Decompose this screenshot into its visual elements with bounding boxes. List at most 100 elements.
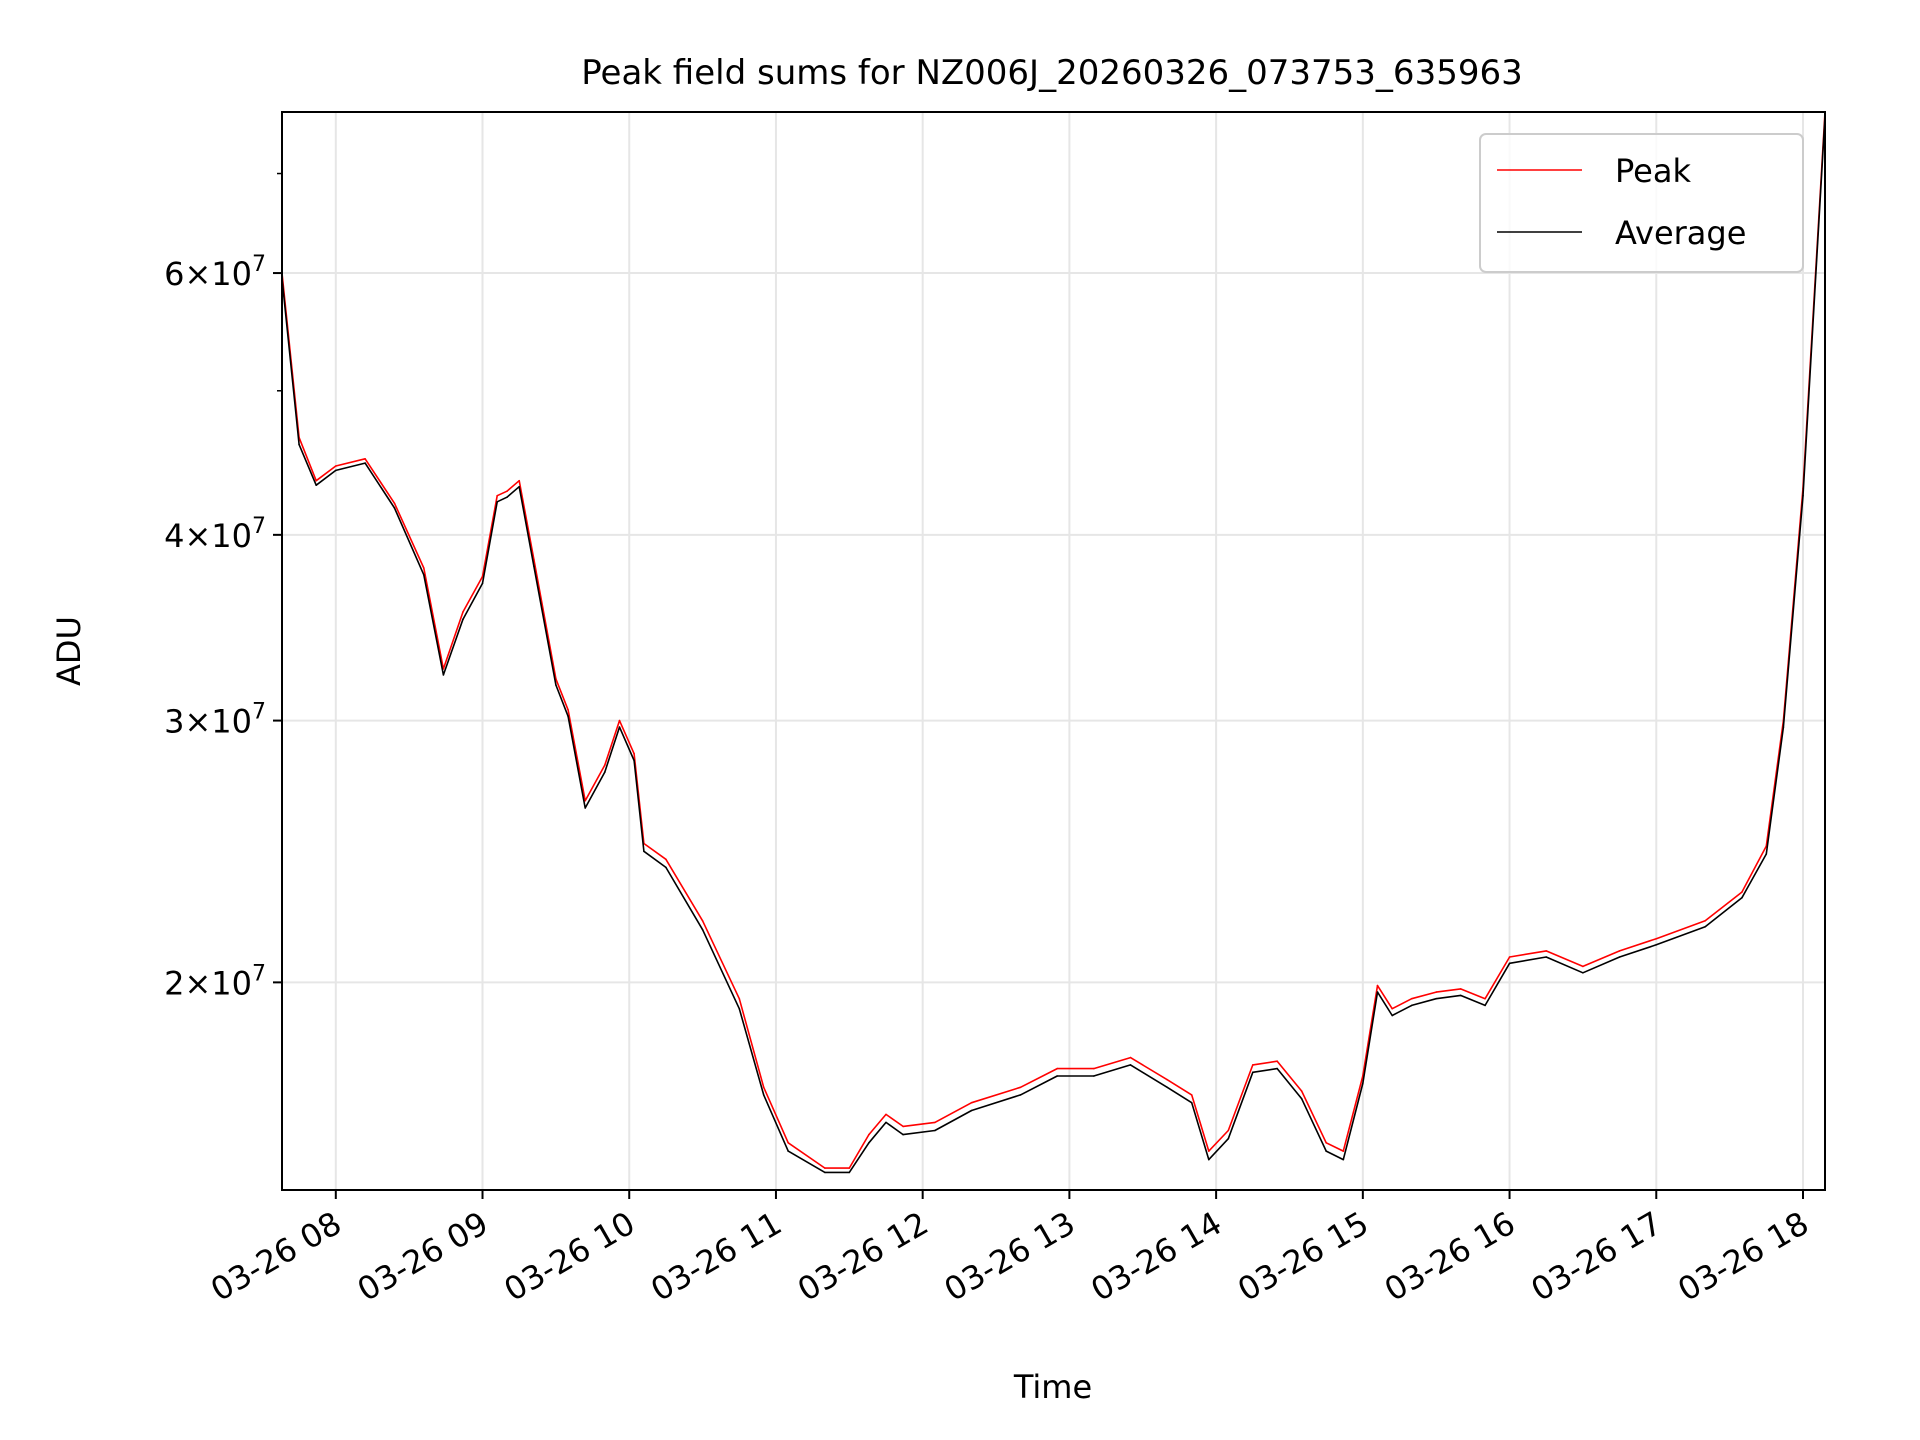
data-point-average (1190, 1101, 1193, 1104)
data-point-average (1435, 997, 1437, 1000)
data-point-peak (1741, 891, 1743, 893)
data-point-average (462, 618, 464, 620)
data-point-average (1325, 1150, 1327, 1152)
data-point-peak (1545, 950, 1547, 952)
data-point-average (1582, 972, 1584, 974)
data-point-average (481, 582, 484, 585)
data-point-peak (1208, 1150, 1210, 1152)
y-tick-label: 3×107 (164, 700, 266, 741)
data-point-average (506, 496, 508, 499)
data-point-peak (848, 1167, 851, 1169)
data-point-peak (970, 1101, 973, 1104)
data-point-peak (604, 764, 606, 766)
data-point-peak (1300, 1090, 1303, 1092)
series-line-peak (281, 111, 1826, 1169)
data-point-peak (584, 799, 586, 802)
data-point-average (633, 759, 635, 762)
data-point-peak (1391, 1007, 1393, 1010)
data-point-average (1362, 1082, 1364, 1085)
data-point-average (1129, 1064, 1132, 1066)
data-point-average (934, 1129, 936, 1132)
data-point-average (1802, 494, 1804, 497)
data-point-average (1459, 994, 1462, 997)
data-point-peak (1129, 1056, 1132, 1059)
data-point-average (1741, 897, 1743, 899)
data-point-average (1093, 1075, 1095, 1077)
data-point-average (868, 1142, 870, 1144)
data-point-average (1342, 1158, 1345, 1161)
y-axis-label: ADU (50, 616, 88, 686)
data-point-average (1704, 925, 1706, 928)
data-point-average (604, 771, 606, 773)
data-point-average (1252, 1071, 1254, 1074)
x-axis-label: Time (1013, 1368, 1092, 1406)
data-point-peak (1227, 1129, 1230, 1132)
plot-frame (281, 111, 1826, 1191)
data-point-average (533, 565, 535, 568)
data-point-average (1019, 1094, 1022, 1096)
data-point-average (902, 1133, 904, 1136)
data-point-average (1056, 1075, 1058, 1077)
data-point-peak (1459, 988, 1462, 990)
series-layer (281, 111, 1826, 1174)
legend-average-label: Average (1615, 214, 1746, 252)
data-point-peak (1190, 1094, 1193, 1096)
data-point-average (738, 1007, 741, 1010)
data-point-peak (902, 1125, 904, 1128)
data-point-average (1410, 1004, 1413, 1007)
data-point-peak (1276, 1060, 1278, 1062)
data-point-average (885, 1121, 887, 1124)
data-point-peak (1056, 1067, 1058, 1070)
data-point-average (1276, 1067, 1278, 1070)
data-point-peak (885, 1113, 887, 1116)
data-point-average (1300, 1098, 1303, 1100)
data-point-average (364, 462, 366, 464)
data-point-average (1227, 1137, 1230, 1140)
data-point-average (423, 574, 425, 576)
data-point-peak (787, 1142, 789, 1144)
data-point-peak (1325, 1142, 1327, 1144)
data-point-average (1208, 1158, 1210, 1161)
data-point-peak (423, 567, 425, 569)
chart-title: Peak field sums for NZ006J_20260326_0737… (581, 53, 1522, 93)
data-point-peak (518, 479, 520, 482)
data-point-peak (868, 1133, 870, 1136)
data-point-average (762, 1094, 765, 1096)
data-point-average (1765, 853, 1768, 855)
series-line-average (281, 116, 1826, 1174)
data-point-average (298, 443, 300, 446)
legend: Peak Average (1479, 133, 1804, 273)
data-point-peak (1582, 965, 1584, 968)
data-point-average (787, 1150, 789, 1152)
data-point-peak (1410, 997, 1413, 1000)
data-point-average (335, 469, 337, 472)
data-point-peak (701, 920, 704, 922)
y-tick-label: 2×107 (164, 961, 266, 1002)
data-point-peak (618, 719, 621, 722)
data-point-average (1376, 991, 1379, 993)
data-point-peak (1093, 1067, 1095, 1070)
data-point-average (555, 684, 557, 686)
data-point-peak (1618, 950, 1621, 952)
data-point-average (1391, 1014, 1393, 1017)
data-point-peak (633, 752, 635, 755)
y-tick-label: 6×107 (164, 252, 266, 293)
legend-box (1479, 133, 1804, 273)
data-point-peak (1508, 956, 1511, 958)
legend-peak-label: Peak (1615, 152, 1691, 190)
data-point-average (1782, 726, 1785, 728)
data-point-peak (335, 465, 337, 467)
data-point-peak (506, 490, 508, 493)
data-point-peak (1655, 937, 1658, 940)
data-point-peak (762, 1086, 765, 1089)
data-point-average (824, 1171, 826, 1174)
data-point-peak (934, 1121, 936, 1124)
data-point-average (848, 1171, 851, 1174)
y-tick-label: 4×107 (164, 514, 266, 555)
data-point-average (518, 485, 520, 488)
data-point-average (584, 807, 586, 809)
data-point-average (618, 726, 621, 728)
data-point-average (1618, 956, 1621, 958)
data-point-peak (824, 1167, 826, 1169)
data-point-peak (496, 494, 499, 497)
